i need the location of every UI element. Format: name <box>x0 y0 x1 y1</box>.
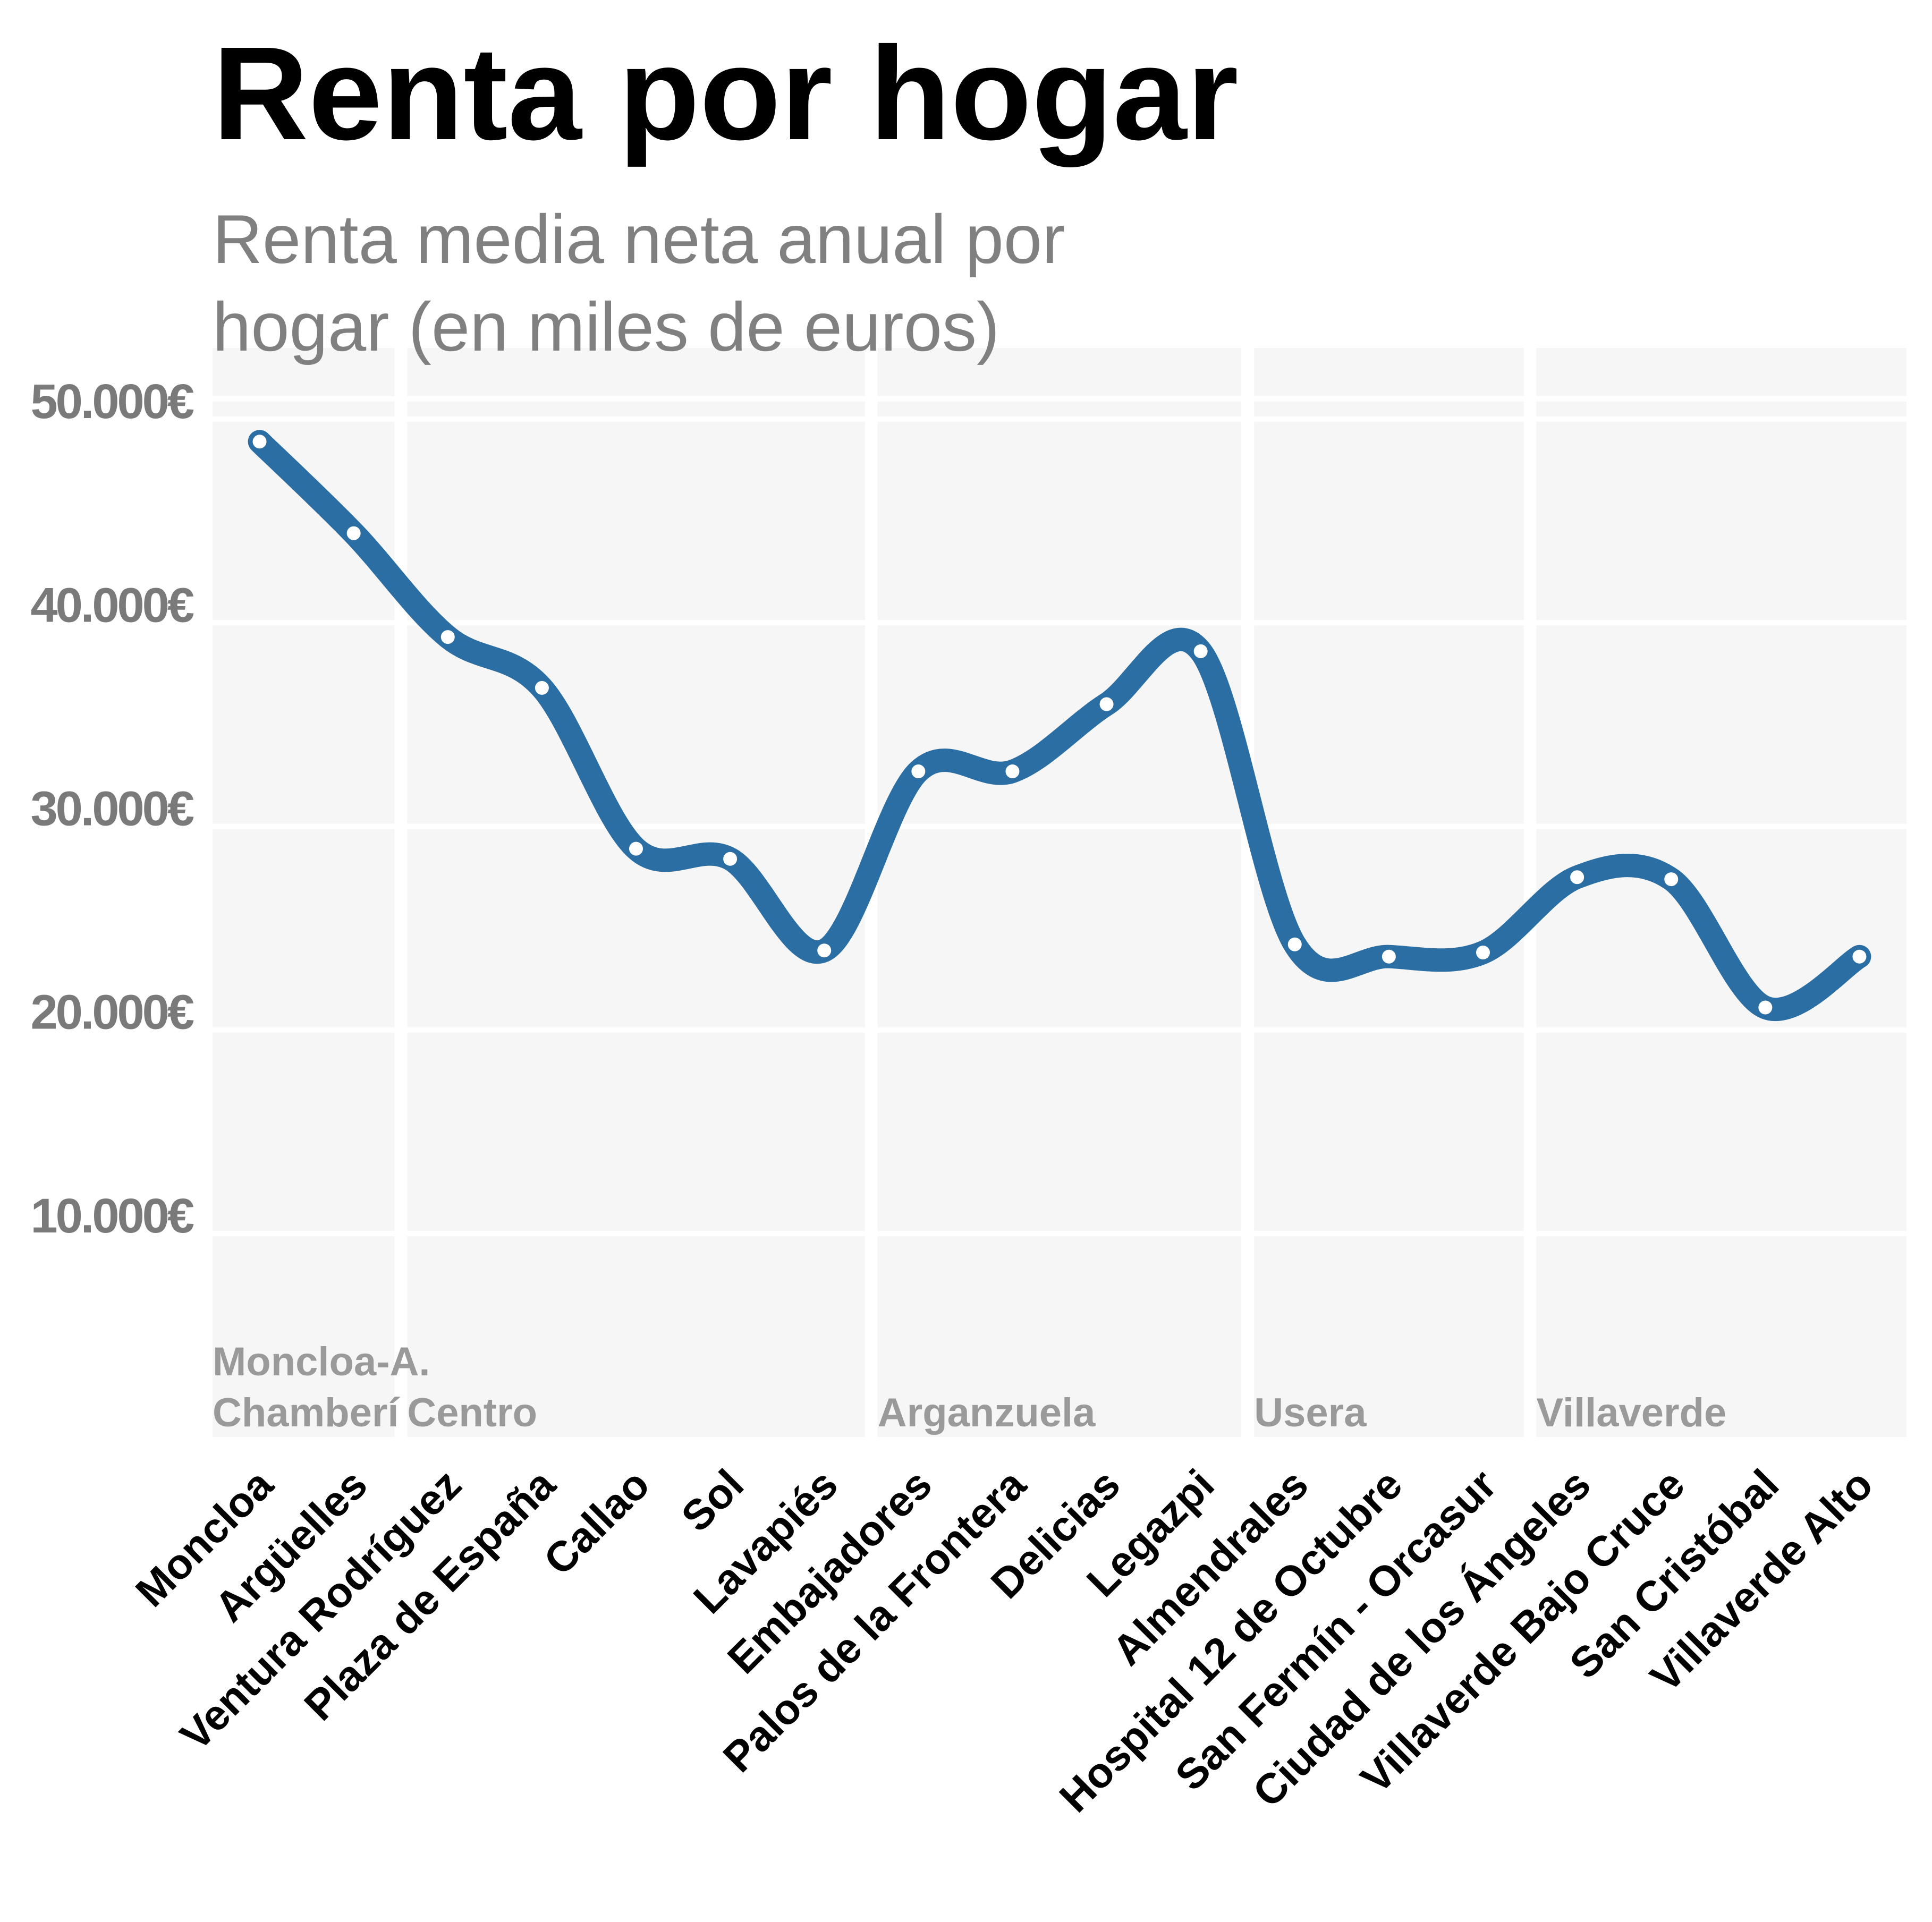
district-label: Usera <box>1254 1390 1367 1435</box>
y-tick-label: 10.000€ <box>30 1189 193 1243</box>
data-point <box>911 764 926 779</box>
data-point <box>440 630 455 644</box>
data-point <box>1758 1000 1773 1015</box>
data-point <box>1287 937 1302 951</box>
data-point <box>1664 872 1679 887</box>
district-panel <box>1254 348 1524 1437</box>
y-axis-ticks: 10.000€ 20.000€ 30.000€ 40.000€ 50.000€ <box>30 375 196 1243</box>
chart-title: Renta por hogar <box>213 19 1239 167</box>
data-point <box>1476 946 1490 960</box>
district-label: Arganzuela <box>878 1390 1096 1435</box>
district-label: Centro <box>407 1390 537 1435</box>
data-point <box>1852 949 1867 964</box>
x-tick-label: Callao <box>535 1460 658 1584</box>
data-point <box>346 526 361 540</box>
district-panel <box>1536 348 1906 1437</box>
data-point <box>1099 697 1114 711</box>
data-point <box>1382 949 1396 964</box>
y-tick-label: 50.000€ <box>30 375 193 429</box>
district-panel <box>877 348 1242 1437</box>
data-point <box>1193 644 1208 658</box>
data-point <box>1005 764 1020 779</box>
data-point <box>252 435 267 449</box>
grid-lines <box>213 396 1906 1236</box>
district-panel <box>407 348 865 1437</box>
y-tick-label: 20.000€ <box>30 985 193 1040</box>
district-labels: Moncloa-A. Chamberí Centro Arganzuela Usera V… <box>213 1339 1726 1435</box>
district-panels <box>213 348 1906 1437</box>
data-point <box>723 852 738 866</box>
district-panel <box>213 348 395 1437</box>
data-point <box>535 681 549 695</box>
chart-subtitle-line-2: hogar (en miles de euros) <box>213 288 999 365</box>
district-label: Chamberí <box>213 1390 400 1435</box>
data-point <box>817 943 832 958</box>
data-point <box>1570 870 1584 885</box>
district-label: Villaverde <box>1537 1390 1727 1435</box>
x-tick-label: Sol <box>672 1460 752 1541</box>
chart-subtitle-line-1: Renta media neta anual por <box>213 200 1065 278</box>
data-points <box>252 435 1867 1015</box>
y-tick-label: 30.000€ <box>30 781 193 836</box>
y-tick-label: 40.000€ <box>30 578 193 632</box>
district-label: Moncloa-A. <box>213 1339 430 1384</box>
data-point <box>629 841 643 856</box>
